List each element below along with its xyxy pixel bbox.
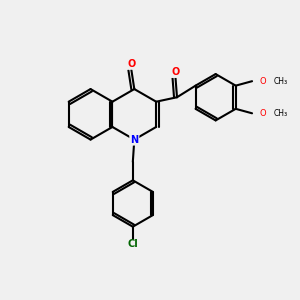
- Text: CH₃: CH₃: [274, 77, 288, 86]
- Text: O: O: [127, 59, 136, 69]
- Text: O: O: [259, 109, 266, 118]
- Text: O: O: [171, 67, 180, 77]
- Text: Cl: Cl: [128, 239, 138, 249]
- Text: CH₃: CH₃: [274, 109, 288, 118]
- Text: N: N: [130, 135, 138, 145]
- Text: O: O: [259, 77, 266, 86]
